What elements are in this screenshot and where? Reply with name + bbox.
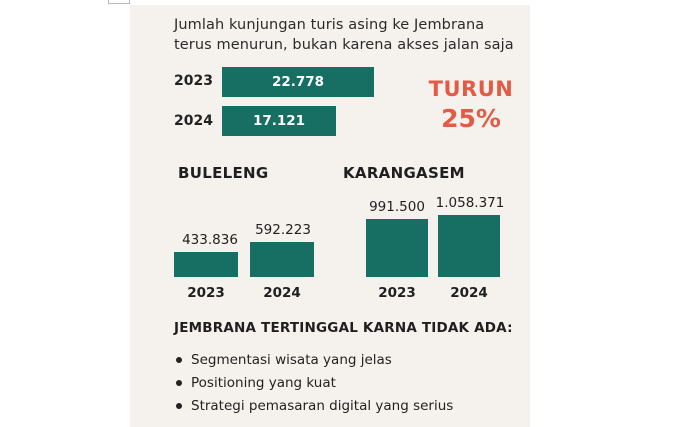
corner-frame-mark bbox=[108, 0, 130, 4]
buleleng-value-2024: 592.223 bbox=[255, 222, 311, 238]
hbar-2023: 22.778 bbox=[222, 67, 374, 97]
list-item-text: Positioning yang kuat bbox=[191, 374, 336, 391]
buleleng-tick-2023: 2023 bbox=[187, 285, 225, 301]
hbar-2024: 17.121 bbox=[222, 106, 336, 136]
list-item: Segmentasi wisata yang jelas bbox=[176, 348, 453, 371]
karangasem-tick-2024: 2024 bbox=[450, 285, 488, 301]
decline-percent: 25% bbox=[441, 104, 501, 133]
karangasem-bar-2024 bbox=[438, 215, 500, 277]
headline: Jumlah kunjungan turis asing ke Jembrana… bbox=[174, 15, 514, 55]
hbar-year-2023: 2023 bbox=[174, 73, 213, 89]
list-item: Strategi pemasaran digital yang serius bbox=[176, 394, 453, 417]
bullet-icon bbox=[176, 356, 182, 363]
infographic-card: Jumlah kunjungan turis asing ke Jembrana… bbox=[130, 5, 530, 427]
hbar-year-2024: 2024 bbox=[174, 113, 213, 129]
bullet-icon bbox=[176, 402, 182, 409]
reasons-list: Segmentasi wisata yang jelas Positioning… bbox=[176, 348, 453, 417]
footer-title: JEMBRANA TERTINGGAL KARNA TIDAK ADA: bbox=[174, 320, 513, 336]
decline-label: TURUN bbox=[428, 77, 514, 101]
headline-line-1: Jumlah kunjungan turis asing ke Jembrana bbox=[174, 17, 485, 33]
bullet-icon bbox=[176, 379, 182, 386]
buleleng-tick-2024: 2024 bbox=[263, 285, 301, 301]
buleleng-title: BULELENG bbox=[178, 164, 269, 182]
buleleng-bar-2023 bbox=[174, 252, 238, 277]
decline-callout: TURUN 25% bbox=[416, 75, 526, 133]
karangasem-value-2024: 1.058.371 bbox=[435, 195, 505, 211]
karangasem-bar-2023 bbox=[366, 219, 428, 277]
list-item-text: Strategi pemasaran digital yang serius bbox=[191, 397, 454, 414]
karangasem-value-2023: 991.500 bbox=[369, 199, 425, 215]
buleleng-bar-2024 bbox=[250, 242, 314, 277]
buleleng-value-2023: 433.836 bbox=[182, 232, 238, 248]
list-item: Positioning yang kuat bbox=[176, 371, 453, 394]
karangasem-tick-2023: 2023 bbox=[378, 285, 416, 301]
list-item-text: Segmentasi wisata yang jelas bbox=[191, 351, 392, 368]
headline-line-2: terus menurun, bukan karena akses jalan … bbox=[174, 37, 514, 53]
karangasem-title: KARANGASEM bbox=[343, 164, 465, 182]
